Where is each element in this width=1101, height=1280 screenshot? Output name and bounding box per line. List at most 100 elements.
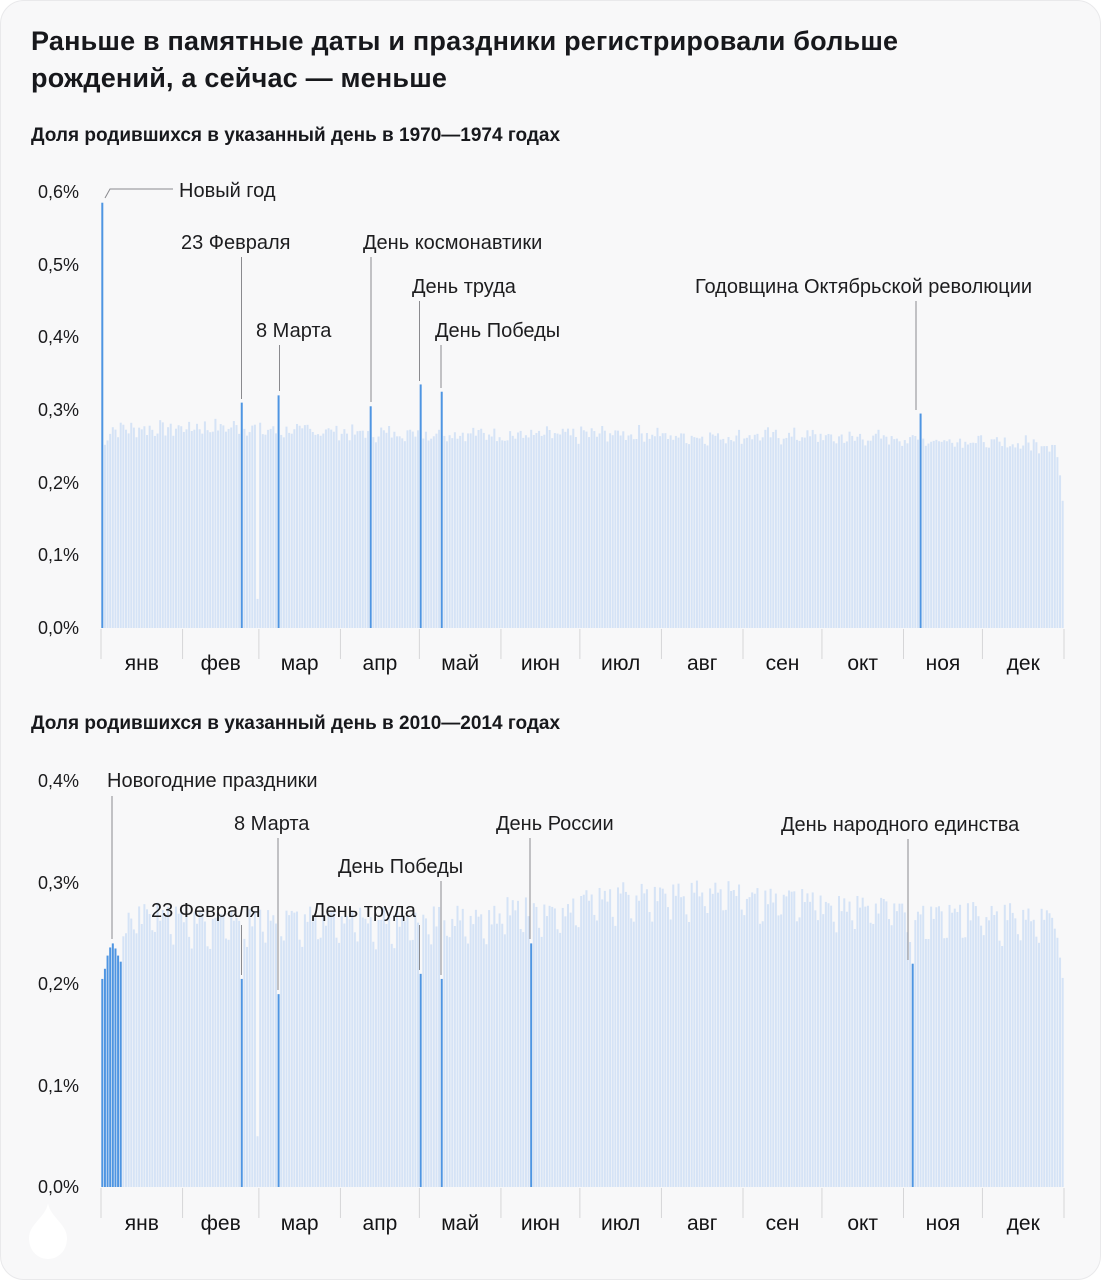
day-bar	[1016, 443, 1019, 628]
day-bar	[519, 929, 522, 1187]
day-bar	[293, 429, 296, 628]
day-bar	[1019, 448, 1022, 628]
day-bar	[735, 896, 738, 1187]
day-bar	[314, 917, 317, 1187]
day-bar	[580, 426, 583, 628]
day-bar	[974, 443, 977, 628]
day-bar	[732, 441, 735, 628]
month-label: июн	[520, 652, 560, 675]
day-bar	[756, 888, 759, 1187]
day-bar	[127, 433, 130, 628]
day-bar	[730, 440, 733, 628]
day-bar	[606, 901, 609, 1187]
day-bar	[714, 882, 717, 1187]
day-bar	[359, 430, 362, 628]
day-bar	[317, 939, 320, 1187]
day-bar	[251, 425, 254, 628]
day-bar	[169, 423, 172, 628]
day-bar	[243, 938, 246, 1187]
day-bar	[790, 891, 793, 1187]
day-bar	[174, 428, 177, 628]
annotation-label: День космонавтики	[363, 232, 543, 254]
day-bar	[1032, 919, 1035, 1187]
day-bar	[853, 928, 856, 1187]
day-bar	[193, 429, 196, 628]
day-bar	[585, 890, 588, 1187]
day-bar	[298, 425, 301, 628]
day-bar	[788, 890, 791, 1187]
day-bar	[703, 906, 706, 1187]
day-bar	[206, 946, 209, 1187]
day-bar	[722, 910, 725, 1187]
day-bar	[798, 917, 801, 1187]
day-bar	[832, 921, 835, 1187]
day-bar	[667, 439, 669, 628]
day-bar	[819, 433, 822, 628]
day-bar	[348, 919, 351, 1187]
day-bar	[403, 921, 406, 1187]
day-bar	[322, 433, 325, 628]
day-bar	[501, 440, 504, 628]
day-bar	[648, 438, 651, 628]
day-bar	[1022, 445, 1025, 628]
day-bar	[380, 919, 383, 1187]
day-bar	[264, 942, 267, 1187]
day-bar	[888, 444, 891, 628]
day-bar	[198, 429, 201, 628]
day-bar	[630, 918, 633, 1187]
day-bar	[701, 892, 704, 1187]
day-bar	[659, 887, 662, 1187]
day-bar	[838, 436, 841, 628]
day-bar	[1056, 937, 1059, 1187]
annotation-label: День труда	[312, 900, 416, 922]
day-bar	[109, 433, 112, 628]
day-bar	[795, 439, 798, 628]
day-bar	[493, 905, 496, 1187]
day-bar	[485, 944, 488, 1187]
day-bar	[182, 431, 185, 628]
day-bar	[138, 427, 141, 628]
day-bar	[124, 933, 127, 1187]
day-bar	[488, 434, 491, 628]
day-bar	[924, 445, 927, 628]
annotation-label: 8 Марта	[256, 320, 332, 342]
day-bar	[219, 424, 222, 628]
day-bar	[919, 914, 922, 1187]
day-bar	[224, 938, 227, 1187]
day-bar	[674, 435, 677, 628]
day-bar	[169, 934, 172, 1187]
day-bar	[211, 431, 214, 628]
day-bar	[180, 426, 183, 628]
y-axis-label: 0,2%	[37, 472, 79, 493]
day-bar	[153, 435, 156, 628]
day-bar	[930, 441, 933, 628]
day-bar	[259, 909, 262, 1187]
day-bar	[1003, 437, 1006, 628]
day-bar	[280, 434, 283, 628]
day-bar	[680, 897, 683, 1187]
day-bar	[872, 923, 875, 1187]
day-bar	[901, 903, 904, 1187]
day-bar	[327, 912, 330, 1187]
day-bar	[561, 907, 564, 1187]
flame-logo-icon	[29, 1203, 67, 1259]
day-bar	[272, 426, 275, 628]
day-bar	[506, 440, 509, 628]
day-bar	[132, 427, 135, 628]
day-bar	[651, 921, 654, 1187]
day-bar	[330, 429, 333, 628]
day-bar	[356, 941, 359, 1187]
day-bar	[324, 429, 327, 628]
day-bar	[893, 903, 896, 1187]
day-bar	[419, 384, 422, 628]
day-bar	[403, 441, 406, 628]
day-bar	[982, 935, 985, 1187]
day-bar	[869, 440, 872, 628]
day-bar	[890, 436, 893, 628]
day-bar	[474, 435, 477, 628]
day-bar	[1061, 977, 1064, 1187]
day-bar	[459, 435, 462, 628]
day-bar	[743, 438, 746, 628]
day-bar	[527, 437, 530, 628]
